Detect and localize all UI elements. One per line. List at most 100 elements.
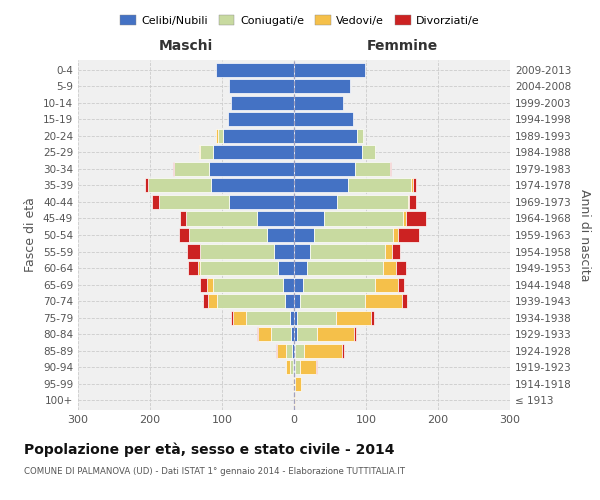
Bar [294, 228, 314, 242]
Bar [294, 63, 365, 77]
Bar [294, 344, 295, 357]
Bar [395, 261, 406, 275]
Bar [200, 261, 278, 275]
Bar [406, 212, 427, 226]
Bar [200, 278, 207, 291]
Text: COMUNE DI PALMANOVA (UD) - Dati ISTAT 1° gennaio 2014 - Elaborazione TUTTITALIA.: COMUNE DI PALMANOVA (UD) - Dati ISTAT 1°… [24, 468, 405, 476]
Bar [258, 327, 271, 341]
Bar [257, 327, 258, 341]
Bar [412, 178, 413, 192]
Bar [355, 327, 356, 341]
Bar [294, 112, 353, 126]
Bar [290, 360, 293, 374]
Bar [217, 294, 286, 308]
Bar [403, 212, 406, 226]
Bar [209, 162, 294, 176]
Bar [365, 294, 402, 308]
Bar [189, 228, 266, 242]
Bar [385, 244, 392, 258]
Y-axis label: Fasce di età: Fasce di età [25, 198, 37, 272]
Bar [324, 212, 403, 226]
Bar [278, 261, 294, 275]
Bar [214, 146, 294, 160]
Bar [286, 294, 294, 308]
Bar [371, 310, 374, 324]
Bar [218, 129, 223, 143]
Bar [232, 310, 233, 324]
Bar [348, 178, 412, 192]
Bar [158, 195, 229, 209]
Bar [294, 360, 295, 374]
Bar [300, 360, 316, 374]
Bar [358, 129, 363, 143]
Text: Femmine: Femmine [367, 40, 437, 54]
Bar [292, 344, 294, 357]
Text: Maschi: Maschi [159, 40, 213, 54]
Bar [402, 294, 407, 308]
Bar [294, 310, 297, 324]
Bar [274, 244, 294, 258]
Bar [307, 261, 383, 275]
Bar [294, 212, 324, 226]
Bar [276, 344, 277, 357]
Bar [294, 162, 355, 176]
Legend: Celibi/Nubili, Coniugati/e, Vedovi/e, Divorziati/e: Celibi/Nubili, Coniugati/e, Vedovi/e, Di… [116, 10, 484, 30]
Bar [230, 96, 294, 110]
Bar [211, 178, 294, 192]
Bar [208, 294, 217, 308]
Bar [246, 310, 290, 324]
Bar [291, 327, 294, 341]
Bar [286, 344, 292, 357]
Bar [179, 228, 189, 242]
Bar [304, 344, 341, 357]
Bar [337, 195, 408, 209]
Bar [409, 195, 416, 209]
Bar [302, 278, 374, 291]
Bar [175, 162, 209, 176]
Bar [295, 376, 301, 390]
Bar [408, 195, 409, 209]
Bar [398, 278, 404, 291]
Bar [197, 261, 200, 275]
Bar [413, 178, 416, 192]
Bar [337, 310, 371, 324]
Bar [179, 212, 186, 226]
Bar [200, 244, 274, 258]
Bar [148, 178, 211, 192]
Bar [310, 244, 385, 258]
Bar [283, 278, 294, 291]
Y-axis label: Anni di nascita: Anni di nascita [578, 188, 591, 281]
Bar [294, 261, 307, 275]
Bar [216, 63, 294, 77]
Bar [295, 360, 300, 374]
Bar [390, 162, 391, 176]
Bar [293, 376, 294, 390]
Bar [341, 344, 344, 357]
Bar [212, 278, 283, 291]
Text: Popolazione per età, sesso e stato civile - 2014: Popolazione per età, sesso e stato civil… [24, 442, 395, 457]
Bar [286, 360, 290, 374]
Bar [294, 294, 300, 308]
Bar [392, 244, 400, 258]
Bar [294, 146, 362, 160]
Bar [300, 294, 365, 308]
Bar [294, 195, 337, 209]
Bar [277, 344, 286, 357]
Bar [233, 310, 246, 324]
Bar [173, 162, 175, 176]
Bar [295, 344, 304, 357]
Bar [314, 228, 394, 242]
Bar [152, 195, 158, 209]
Bar [187, 244, 200, 258]
Bar [228, 112, 294, 126]
Bar [294, 178, 348, 192]
Bar [271, 327, 291, 341]
Bar [229, 80, 294, 94]
Bar [293, 360, 294, 374]
Bar [383, 261, 395, 275]
Bar [394, 228, 398, 242]
Bar [294, 278, 302, 291]
Bar [362, 146, 376, 160]
Bar [398, 228, 419, 242]
Bar [355, 162, 390, 176]
